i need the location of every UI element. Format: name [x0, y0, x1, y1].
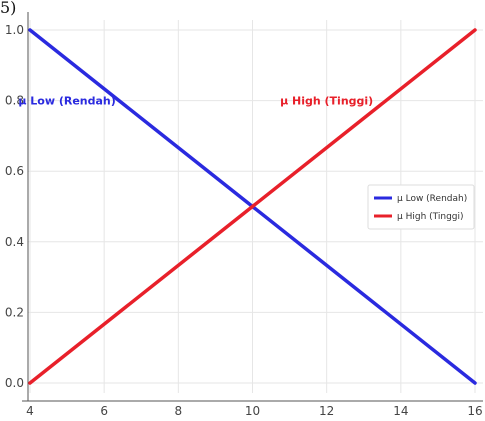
- x-tick-label-2: 8: [175, 404, 183, 418]
- legend: μ Low (Rendah) μ High (Tinggi): [367, 184, 475, 230]
- annotation-1: μ High (Tinggi): [280, 95, 373, 108]
- x-tick-label-3: 10: [245, 404, 260, 418]
- x-tick-label-4: 12: [319, 404, 334, 418]
- y-tick-label-2: 0.4: [5, 235, 24, 249]
- axes: [22, 12, 483, 402]
- y-tick-label-4: 0.8: [5, 94, 24, 108]
- y-tick-label-0: 0.0: [5, 376, 24, 390]
- annotation-0: μ Low (Rendah): [18, 95, 115, 108]
- x-tick-label-6: 16: [467, 404, 482, 418]
- legend-label-1: μ High (Tinggi): [397, 212, 464, 222]
- corner-label: 5): [0, 0, 16, 17]
- x-tick-label-0: 4: [26, 404, 34, 418]
- annotations: μ Low (Rendah) μ High (Tinggi): [18, 95, 373, 108]
- y-tick-label-5: 1.0: [5, 23, 24, 37]
- tick-labels: 4 6 8 10 12 14 16 0.0 0.2 0.4 0.6 0.8 1.0: [5, 23, 483, 418]
- legend-label-0: μ Low (Rendah): [397, 194, 467, 204]
- x-tick-label-5: 14: [393, 404, 408, 418]
- series-lines: [28, 28, 477, 385]
- x-tick-label-1: 6: [100, 404, 108, 418]
- y-tick-label-1: 0.2: [5, 305, 24, 319]
- legend-box: [367, 184, 475, 230]
- y-tick-label-3: 0.6: [5, 164, 24, 178]
- series-line-1: [28, 28, 477, 385]
